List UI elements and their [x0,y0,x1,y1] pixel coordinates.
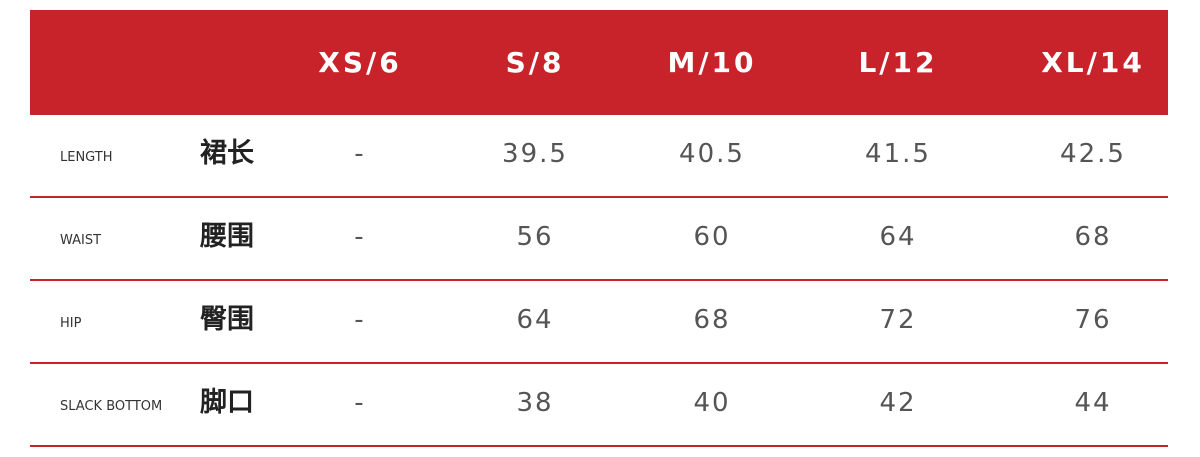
table-row: SLACK BOTTOM 脚口 - 38 40 42 44 [30,364,1168,447]
label-en: WAIST [60,233,102,248]
size-header: S/8 [505,46,565,79]
cell-value: 41.5 [865,139,931,169]
label-en: HIP [60,316,82,331]
size-header: XS/6 [318,46,402,79]
cell-value: - [354,139,366,169]
cell-value: 68 [693,305,731,335]
label-en: LENGTH [60,150,113,165]
cell-value: 60 [693,222,731,252]
cell-value: 76 [1074,305,1112,335]
size-header: M/10 [667,46,757,79]
size-table: XS/6 S/8 M/10 L/12 XL/14 LENGTH 裙长 - 39.5 40.5 41… [30,10,1168,447]
table-row: HIP 臀围 - 64 68 72 76 [30,281,1168,364]
cell-value: - [354,222,366,252]
label-en: SLACK BOTTOM [60,399,163,414]
label-zh: 裙长 [200,138,254,169]
label-zh: 脚口 [200,387,254,418]
cell-value: - [354,388,366,418]
cell-value: 64 [516,305,554,335]
cell-value: 42.5 [1060,139,1126,169]
header-row: XS/6 S/8 M/10 L/12 XL/14 [30,10,1168,115]
table-row: WAIST 腰围 - 56 60 64 68 [30,198,1168,281]
cell-value: 64 [879,222,917,252]
cell-value: 39.5 [502,139,568,169]
label-zh: 臀围 [200,304,254,335]
cell-value: - [354,305,366,335]
cell-value: 40.5 [679,139,745,169]
cell-value: 38 [516,388,554,418]
cell-value: 40 [693,388,731,418]
label-zh: 腰围 [200,221,254,252]
size-header: L/12 [858,46,938,79]
cell-value: 72 [879,305,917,335]
cell-value: 68 [1074,222,1112,252]
cell-value: 44 [1074,388,1112,418]
table-row: LENGTH 裙长 - 39.5 40.5 41.5 42.5 [30,115,1168,198]
cell-value: 42 [879,388,917,418]
size-header: XL/14 [1041,46,1145,79]
cell-value: 56 [516,222,554,252]
